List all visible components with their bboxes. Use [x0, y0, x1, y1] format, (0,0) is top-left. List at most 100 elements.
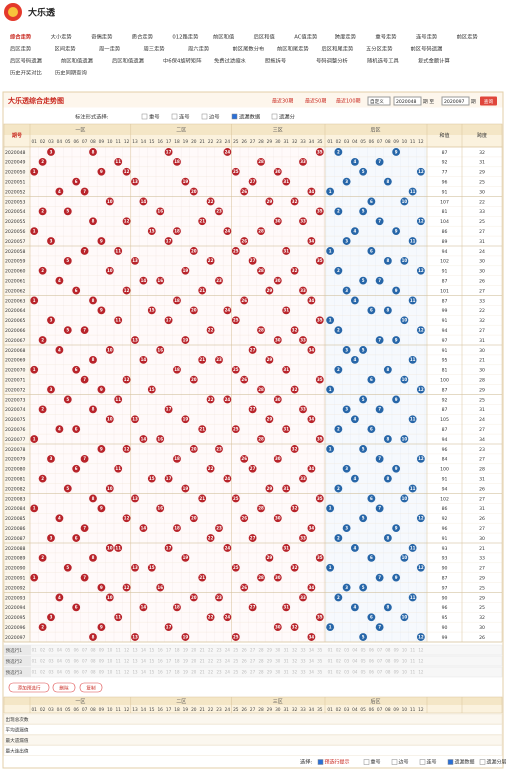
preselect-cell[interactable]: 15 [149, 669, 155, 674]
preselect-cell[interactable]: 09 [394, 658, 400, 663]
preselect-cell[interactable]: 02 [336, 658, 342, 663]
preselect-cell[interactable]: 29 [267, 658, 273, 663]
nav-link[interactable]: 后区走势 [10, 45, 32, 53]
action-button[interactable] [79, 682, 103, 693]
preselect-cell[interactable]: 04 [352, 669, 358, 674]
preselect-cell[interactable]: 31 [284, 647, 290, 652]
nav-link[interactable]: 后区和尾走势 [322, 45, 354, 53]
preselect-cell[interactable]: 28 [258, 658, 264, 663]
nav-link[interactable]: 012路走势 [172, 33, 199, 41]
nav-link[interactable]: 前区尾数分布 [233, 45, 265, 53]
nav-link[interactable]: 前区和值 [213, 33, 235, 41]
preselect-cell[interactable]: 23 [216, 669, 222, 674]
preselect-cell[interactable]: 35 [317, 658, 323, 663]
nav-link[interactable]: 大小走势 [51, 33, 73, 41]
nav-link[interactable]: 前区号码遗漏 [411, 45, 443, 53]
preselect-cell[interactable]: 04 [57, 647, 63, 652]
nav-link[interactable]: 号码调整分析 [316, 57, 348, 65]
preselect-cell[interactable]: 03 [344, 658, 350, 663]
preselect-cell[interactable]: 04 [352, 647, 358, 652]
preselect-cell[interactable]: 06 [369, 669, 375, 674]
preselect-cell[interactable]: 31 [284, 669, 290, 674]
preselect-cell[interactable]: 21 [200, 647, 206, 652]
nav-link[interactable]: 前区和值遗漏 [61, 57, 93, 65]
preselect-cell[interactable]: 24 [225, 647, 231, 652]
action-button[interactable] [8, 682, 50, 693]
preselect-cell[interactable]: 26 [242, 647, 248, 652]
preselect-cell[interactable]: 08 [90, 658, 96, 663]
preselect-cell[interactable]: 10 [107, 647, 113, 652]
preselect-cell[interactable]: 08 [385, 658, 391, 663]
preselect-cell[interactable]: 03 [344, 669, 350, 674]
nav-link[interactable]: 周三走势 [144, 45, 166, 53]
preselect-cell[interactable]: 08 [90, 647, 96, 652]
footer-checkbox[interactable] [447, 759, 454, 765]
nav-link[interactable]: 前区走势 [457, 33, 479, 41]
preselect-cell[interactable]: 12 [418, 669, 424, 674]
preselect-cell[interactable]: 24 [225, 669, 231, 674]
preselect-cell[interactable]: 10 [402, 647, 408, 652]
preselect-cell[interactable]: 25 [233, 647, 239, 652]
preselect-cell[interactable]: 32 [292, 669, 298, 674]
preselect-cell[interactable]: 21 [200, 658, 206, 663]
preselect-cell[interactable]: 06 [74, 647, 80, 652]
mark-checkbox[interactable] [271, 113, 278, 120]
preselect-cell[interactable]: 18 [174, 669, 180, 674]
footer-checkbox[interactable] [317, 759, 324, 765]
preselect-cell[interactable]: 31 [284, 658, 290, 663]
preselect-cell[interactable]: 11 [410, 647, 416, 652]
preselect-cell[interactable]: 29 [267, 647, 273, 652]
preselect-cell[interactable]: 08 [385, 669, 391, 674]
preselect-cell[interactable]: 17 [166, 658, 172, 663]
preselect-cell[interactable]: 26 [242, 669, 248, 674]
nav-link[interactable]: 历史开奖对比 [10, 69, 42, 77]
preselect-cell[interactable]: 01 [32, 658, 38, 663]
preselect-cell[interactable]: 13 [132, 669, 138, 674]
nav-link[interactable]: 后区号码遗漏 [10, 57, 42, 65]
preselect-cell[interactable]: 08 [385, 647, 391, 652]
preselect-cell[interactable]: 10 [402, 658, 408, 663]
preselect-cell[interactable]: 14 [141, 647, 147, 652]
range-select[interactable] [367, 96, 391, 106]
preselect-cell[interactable]: 10 [402, 669, 408, 674]
period-link[interactable]: 最近100期 [336, 98, 361, 105]
preselect-cell[interactable]: 34 [309, 669, 315, 674]
preselect-cell[interactable]: 32 [292, 658, 298, 663]
preselect-cell[interactable]: 17 [166, 647, 172, 652]
period-link[interactable]: 最近50期 [305, 98, 326, 105]
preselect-cell[interactable]: 30 [275, 647, 281, 652]
preselect-cell[interactable]: 12 [418, 658, 424, 663]
preselect-cell[interactable]: 20 [191, 658, 197, 663]
preselect-cell[interactable]: 14 [141, 658, 147, 663]
preselect-cell[interactable]: 15 [149, 647, 155, 652]
preselect-cell[interactable]: 28 [258, 647, 264, 652]
preselect-cell[interactable]: 22 [208, 669, 214, 674]
preselect-cell[interactable]: 21 [200, 669, 206, 674]
preselect-cell[interactable]: 20 [191, 669, 197, 674]
nav-link[interactable]: 周六走势 [188, 45, 210, 53]
preselect-cell[interactable]: 12 [418, 647, 424, 652]
preselect-cell[interactable]: 11 [116, 658, 122, 663]
preselect-cell[interactable]: 35 [317, 669, 323, 674]
preselect-cell[interactable]: 01 [32, 669, 38, 674]
nav-link[interactable]: 跨度走势 [335, 33, 357, 41]
preselect-cell[interactable]: 34 [309, 658, 315, 663]
preselect-cell[interactable]: 09 [99, 658, 105, 663]
preselect-cell[interactable]: 17 [166, 669, 172, 674]
preselect-cell[interactable]: 05 [361, 658, 367, 663]
preselect-cell[interactable]: 22 [208, 658, 214, 663]
preselect-cell[interactable]: 33 [300, 647, 306, 652]
nav-link[interactable]: 前区和尾走势 [277, 45, 309, 53]
mark-checkbox[interactable] [171, 113, 178, 120]
nav-link[interactable]: 随机选号工具 [367, 57, 399, 65]
period-link[interactable]: 最近30期 [272, 98, 293, 105]
preselect-cell[interactable]: 22 [208, 647, 214, 652]
preselect-cell[interactable]: 11 [410, 658, 416, 663]
nav-link[interactable]: 综合走势 [10, 33, 32, 41]
preselect-cell[interactable]: 16 [158, 658, 164, 663]
preselect-cell[interactable]: 16 [158, 647, 164, 652]
preselect-cell[interactable]: 10 [107, 669, 113, 674]
nav-link[interactable]: 胆拖拆号 [265, 57, 286, 65]
preselect-cell[interactable]: 13 [132, 658, 138, 663]
preselect-cell[interactable]: 33 [300, 669, 306, 674]
